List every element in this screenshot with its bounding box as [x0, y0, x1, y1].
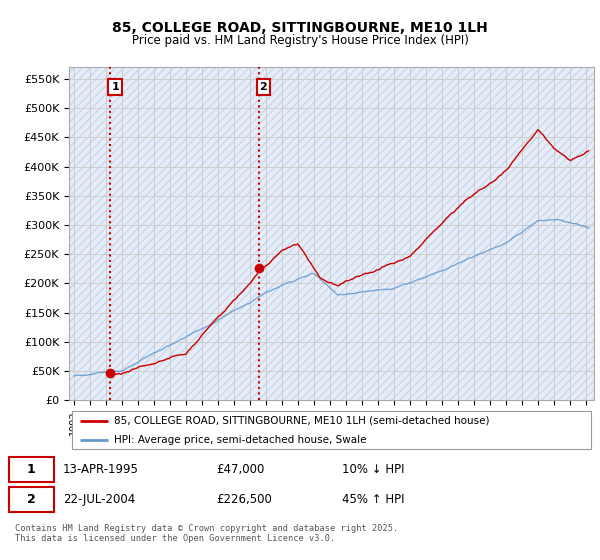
FancyBboxPatch shape: [9, 487, 54, 512]
Text: 13-APR-1995: 13-APR-1995: [63, 463, 139, 476]
Text: £226,500: £226,500: [216, 493, 272, 506]
Text: 85, COLLEGE ROAD, SITTINGBOURNE, ME10 1LH: 85, COLLEGE ROAD, SITTINGBOURNE, ME10 1L…: [112, 21, 488, 35]
Text: Contains HM Land Registry data © Crown copyright and database right 2025.
This d: Contains HM Land Registry data © Crown c…: [15, 524, 398, 543]
Text: Price paid vs. HM Land Registry's House Price Index (HPI): Price paid vs. HM Land Registry's House …: [131, 34, 469, 46]
Text: 85, COLLEGE ROAD, SITTINGBOURNE, ME10 1LH (semi-detached house): 85, COLLEGE ROAD, SITTINGBOURNE, ME10 1L…: [113, 416, 489, 426]
FancyBboxPatch shape: [9, 457, 54, 482]
Text: 10% ↓ HPI: 10% ↓ HPI: [342, 463, 404, 476]
Text: 45% ↑ HPI: 45% ↑ HPI: [342, 493, 404, 506]
Text: 1: 1: [111, 82, 119, 92]
Bar: [69, 67, 594, 400]
Text: HPI: Average price, semi-detached house, Swale: HPI: Average price, semi-detached house,…: [113, 435, 366, 445]
Text: 22-JUL-2004: 22-JUL-2004: [63, 493, 135, 506]
Text: £47,000: £47,000: [216, 463, 265, 476]
Text: 2: 2: [260, 82, 268, 92]
Text: 2: 2: [27, 493, 35, 506]
Text: 1: 1: [27, 463, 35, 476]
